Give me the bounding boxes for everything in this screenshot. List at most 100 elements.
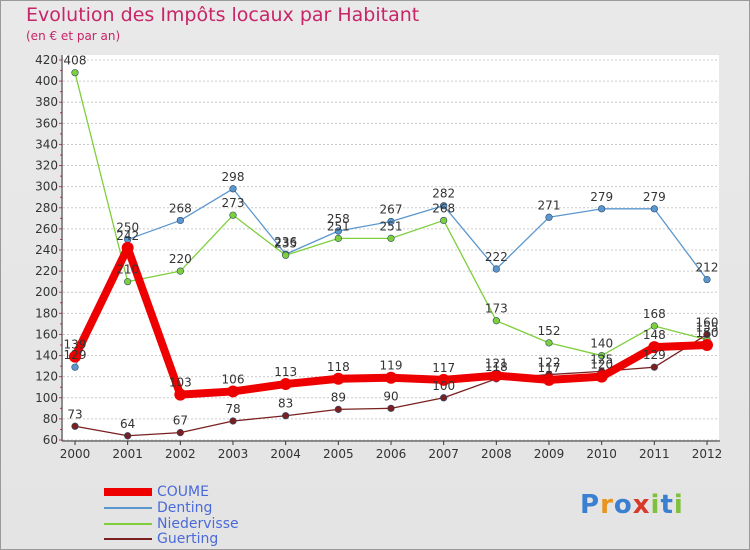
x-tick-label: 2006	[376, 447, 407, 461]
data-label: 118	[485, 360, 508, 374]
chart-title: Evolution des Impôts locaux par Habitant	[26, 4, 420, 26]
y-tick-label: 80	[43, 412, 58, 426]
data-label: 120	[590, 358, 613, 372]
data-point	[440, 394, 448, 402]
y-tick-label: 240	[35, 243, 58, 257]
data-label: 236	[274, 235, 297, 249]
data-point	[282, 251, 290, 259]
data-point	[229, 185, 237, 193]
data-label: 210	[116, 263, 139, 277]
y-tick-label: 140	[35, 349, 58, 363]
data-label: 78	[225, 402, 240, 416]
data-point	[703, 330, 711, 339]
y-tick-label: 280	[35, 201, 58, 215]
data-label: 103	[169, 376, 192, 390]
data-point	[492, 265, 500, 273]
data-label: 125	[590, 352, 613, 366]
data-label: 121	[485, 357, 508, 371]
data-point	[332, 372, 345, 385]
legend-label: COUME	[157, 484, 209, 500]
legend-label: Denting	[157, 500, 213, 516]
data-label: 220	[169, 252, 192, 266]
data-point	[176, 216, 184, 225]
x-tick-label: 2004	[270, 447, 301, 461]
data-label: 140	[590, 337, 613, 351]
data-point	[440, 216, 448, 225]
data-point	[648, 341, 661, 354]
data-label: 258	[327, 212, 350, 226]
data-label: 113	[274, 365, 297, 379]
data-label: 273	[222, 196, 245, 210]
data-point	[229, 211, 237, 219]
data-label: 83	[278, 397, 293, 411]
data-point	[176, 429, 184, 437]
data-label: 129	[643, 348, 666, 362]
data-point	[650, 322, 658, 330]
data-point	[334, 405, 342, 413]
data-point	[174, 388, 187, 401]
data-point	[598, 205, 606, 213]
data-point	[385, 371, 397, 384]
data-label: 267	[380, 203, 403, 217]
data-label: 152	[538, 324, 561, 338]
x-tick-label: 2008	[481, 447, 512, 461]
data-label: 139	[64, 338, 87, 352]
data-label: 268	[432, 201, 455, 215]
data-label: 279	[590, 190, 613, 204]
data-label: 242	[116, 229, 139, 243]
y-tick-label: 260	[35, 222, 58, 236]
data-point	[387, 234, 395, 242]
data-point	[492, 317, 500, 325]
x-tick-label: 2007	[428, 447, 459, 461]
data-point	[121, 241, 134, 254]
x-tick-label: 2002	[165, 447, 196, 461]
y-tick-label: 160	[35, 327, 58, 341]
data-label: 212	[696, 261, 719, 275]
x-tick-label: 2003	[218, 447, 249, 461]
legend-item-guerting: Guerting	[104, 531, 218, 547]
y-tick-label: 120	[35, 370, 58, 384]
data-point	[437, 373, 450, 386]
data-point	[124, 278, 132, 286]
data-label: 119	[380, 359, 403, 373]
x-tick-label: 2000	[60, 447, 91, 461]
proxiti-logo: Proxiti	[580, 490, 684, 520]
data-point	[701, 339, 713, 351]
x-tick-label: 2012	[692, 447, 723, 461]
data-point	[490, 369, 503, 382]
data-label: 150	[696, 326, 719, 340]
data-point	[545, 339, 553, 347]
legend-item-coume: COUME	[104, 484, 209, 500]
y-tick-label: 420	[35, 53, 58, 67]
y-tick-label: 400	[35, 74, 58, 88]
x-tick-label: 2010	[586, 447, 617, 461]
legend-swatch	[104, 507, 152, 509]
data-point	[650, 205, 658, 213]
data-point	[440, 202, 448, 210]
legend-swatch	[104, 523, 152, 525]
data-label: 90	[383, 389, 398, 403]
y-tick-label: 60	[43, 433, 58, 447]
data-label: 250	[116, 220, 139, 234]
data-label: 160	[696, 315, 719, 329]
x-tick-label: 2009	[534, 447, 565, 461]
legend-label: Guerting	[157, 531, 219, 547]
data-point	[334, 227, 342, 235]
data-label: 279	[643, 190, 666, 204]
data-label: 271	[538, 198, 561, 212]
x-tick-label: 2001	[112, 447, 143, 461]
data-label: 67	[173, 414, 188, 428]
data-point	[176, 267, 184, 275]
data-label: 117	[538, 361, 561, 375]
y-tick-label: 200	[35, 285, 58, 299]
data-point	[703, 275, 711, 284]
data-label: 235	[274, 236, 297, 250]
data-point	[387, 404, 395, 412]
data-label: 122	[538, 356, 561, 370]
data-label: 168	[643, 307, 666, 321]
legend-label: Niedervisse	[157, 516, 239, 532]
y-tick-label: 360	[35, 116, 58, 130]
data-label: 117	[432, 361, 455, 375]
data-label: 129	[64, 348, 87, 362]
